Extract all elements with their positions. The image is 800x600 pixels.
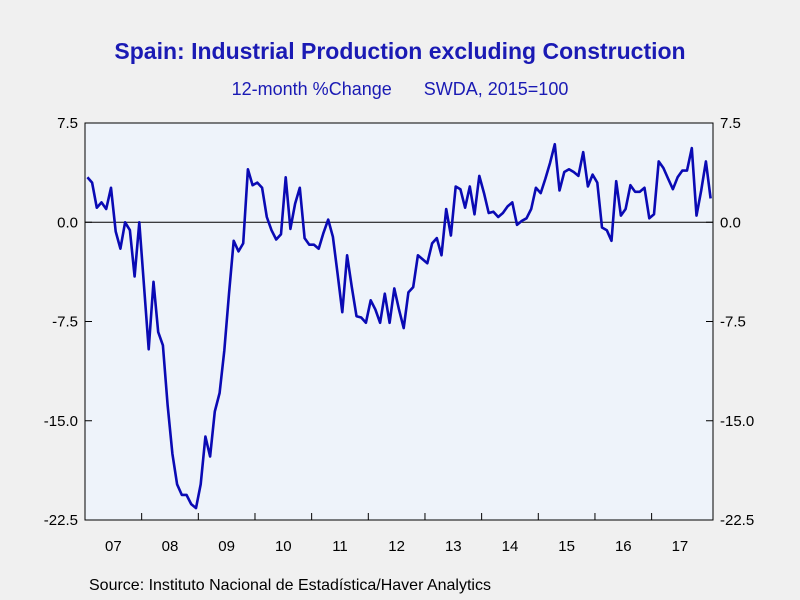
chart-subtitle: 12-month %Change SWDA, 2015=100 xyxy=(0,79,800,100)
series-line xyxy=(86,142,712,510)
chart-title: Spain: Industrial Production excluding C… xyxy=(114,38,686,64)
x-tick-label: 08 xyxy=(162,538,179,555)
x-tick-label: 09 xyxy=(218,538,235,555)
plot-area xyxy=(84,122,714,521)
y-tick-label-right: -15.0 xyxy=(720,413,754,430)
y-tick-label-right: -22.5 xyxy=(720,512,754,529)
y-tick-label-left: -15.0 xyxy=(44,413,78,430)
x-tick-label: 14 xyxy=(502,538,519,555)
y-tick-label-left: 7.5 xyxy=(57,115,78,132)
y-tick-label-right: -7.5 xyxy=(720,314,746,331)
subtitle-basis: SWDA, 2015=100 xyxy=(423,79,569,99)
y-tick-label-left: -7.5 xyxy=(52,314,78,331)
source-note: Source: Instituto Nacional de Estadístic… xyxy=(89,577,491,594)
x-tick-label: 07 xyxy=(105,538,122,555)
y-tick-label-right: 7.5 xyxy=(720,115,741,132)
y-tick-label-left: 0.0 xyxy=(57,214,78,231)
x-tick-label: 15 xyxy=(558,538,575,555)
x-tick-label: 12 xyxy=(388,538,405,555)
x-tick-label: 13 xyxy=(445,538,462,555)
subtitle-units: 12-month %Change xyxy=(231,79,392,99)
y-tick-label-right: 0.0 xyxy=(720,214,741,231)
y-tick-label-left: -22.5 xyxy=(44,512,78,529)
x-tick-label: 11 xyxy=(332,538,348,555)
x-tick-label: 17 xyxy=(672,538,689,555)
x-tick-label: 16 xyxy=(615,538,632,555)
x-tick-label: 10 xyxy=(275,538,292,555)
